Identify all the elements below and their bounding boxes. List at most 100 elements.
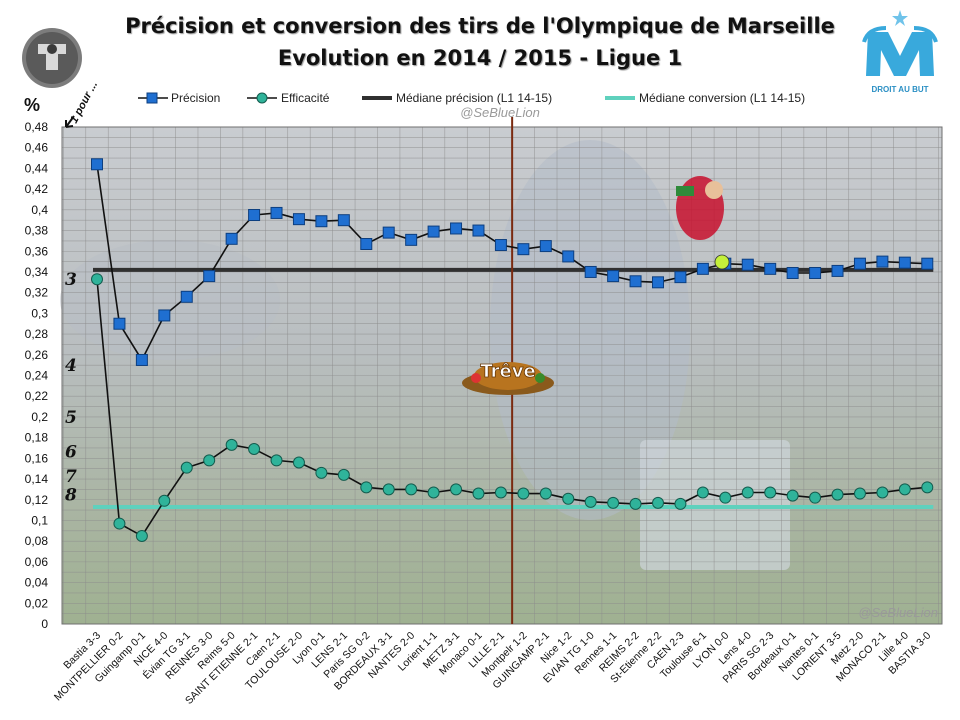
y-tick-label: 0,16 bbox=[25, 451, 49, 465]
efficacite-point bbox=[539, 487, 552, 500]
y-tick-label: 0,02 bbox=[25, 596, 49, 610]
y-tick-label: 0,2 bbox=[31, 410, 48, 424]
efficacite-point bbox=[248, 443, 261, 456]
precision-point bbox=[382, 226, 395, 239]
y-tick-label: 0,18 bbox=[25, 431, 49, 445]
efficacite-point bbox=[315, 466, 328, 479]
y-tick-label: 0,46 bbox=[25, 141, 49, 155]
efficacite-point bbox=[921, 481, 934, 494]
efficacite-point bbox=[472, 487, 485, 500]
efficacite-point bbox=[450, 483, 463, 496]
efficacite-point bbox=[876, 486, 889, 499]
legend-median-conversion-label: Médiane conversion (L1 14-15) bbox=[639, 91, 805, 105]
chart-title-line2: Evolution en 2014 / 2015 - Ligue 1 bbox=[277, 46, 683, 70]
precision-point bbox=[831, 264, 844, 277]
efficacite-point bbox=[337, 468, 350, 481]
y-tick-label: 0,06 bbox=[25, 555, 49, 569]
efficacite-point bbox=[562, 492, 575, 505]
efficacite-point bbox=[831, 488, 844, 501]
break-badge: Trêve bbox=[462, 361, 554, 395]
efficacite-point bbox=[203, 454, 216, 467]
precision-point bbox=[91, 158, 103, 171]
y-tick-label: 0,44 bbox=[25, 161, 49, 175]
efficacite-point bbox=[360, 481, 373, 494]
precision-point bbox=[539, 240, 552, 253]
efficacite-point bbox=[494, 486, 507, 499]
precision-point bbox=[652, 276, 664, 289]
precision-point bbox=[337, 214, 350, 227]
precision-point bbox=[225, 232, 238, 245]
precision-point bbox=[472, 224, 485, 237]
y-tick-label: 0,1 bbox=[31, 513, 48, 527]
chart-title-line1: Précision et conversion des tirs de l'Ol… bbox=[125, 14, 835, 38]
efficacite-point bbox=[853, 487, 866, 500]
precision-point bbox=[248, 209, 261, 222]
y-tick-label: 0,24 bbox=[25, 369, 49, 383]
precision-point bbox=[180, 290, 193, 303]
efficacite-point bbox=[427, 486, 440, 499]
efficacite-point bbox=[91, 273, 103, 286]
precision-point bbox=[405, 233, 418, 246]
efficacite-point bbox=[292, 456, 305, 469]
legend-efficacite-label: Efficacité bbox=[281, 91, 330, 105]
efficacite-point bbox=[764, 486, 777, 499]
y-tick-label: 0,08 bbox=[25, 534, 49, 548]
legend-precision-label: Précision bbox=[171, 91, 220, 105]
watermark-bottom: @SeBlueLion bbox=[858, 605, 938, 620]
legend-precision-marker bbox=[146, 92, 158, 104]
club-logo-caption: DROIT AU BUT bbox=[871, 85, 928, 94]
precision-point bbox=[607, 270, 620, 283]
precision-point bbox=[450, 222, 463, 235]
efficacite-point bbox=[517, 487, 530, 500]
efficacite-point bbox=[382, 483, 395, 496]
watermark-top: @SeBlueLion bbox=[460, 105, 540, 120]
precision-point bbox=[517, 243, 530, 256]
ratio-label: 4 bbox=[65, 356, 77, 376]
efficacite-point bbox=[786, 489, 799, 502]
y-tick-label: 0 bbox=[41, 617, 48, 631]
efficacite-point bbox=[584, 495, 597, 508]
efficacite-point bbox=[180, 461, 193, 474]
legend-efficacite-marker bbox=[256, 92, 268, 104]
y-tick-label: 0,36 bbox=[25, 244, 49, 258]
ratio-label: 5 bbox=[65, 408, 77, 428]
efficacite-point bbox=[652, 496, 664, 509]
y-tick-label: 0,22 bbox=[25, 389, 49, 403]
precision-point bbox=[741, 258, 754, 271]
y-unit-label: % bbox=[24, 95, 40, 115]
precision-point bbox=[584, 265, 597, 278]
ratio-labels: 3 4 5 6 78 bbox=[64, 270, 77, 506]
efficacite-point bbox=[225, 438, 238, 451]
y-tick-label: 0,48 bbox=[25, 120, 49, 134]
efficacite-point bbox=[270, 454, 283, 467]
y-tick-label: 0,4 bbox=[31, 203, 48, 217]
y-tick-label: 0,42 bbox=[25, 182, 49, 196]
y-axis-ticks: 0 0,02 0,04 0,06 0,08 0,1 0,12 0,14 0,16 0,18 0,2 0… bbox=[25, 120, 49, 631]
ratio-label: 6 bbox=[65, 442, 77, 462]
efficacite-point bbox=[607, 496, 620, 509]
efficacite-point bbox=[405, 483, 418, 496]
precision-point bbox=[809, 266, 822, 279]
efficacite-point bbox=[809, 491, 822, 504]
club-logo: DROIT AU BUT bbox=[862, 10, 938, 94]
plot-border bbox=[61, 126, 943, 625]
league-logo bbox=[22, 28, 82, 88]
efficacite-point bbox=[674, 497, 687, 510]
precision-point bbox=[876, 255, 889, 268]
precision-point bbox=[764, 262, 777, 275]
data-series bbox=[91, 158, 934, 542]
precision-point bbox=[674, 271, 687, 284]
efficacite-point bbox=[696, 486, 709, 499]
precision-point bbox=[898, 256, 911, 269]
legend-median-precision-label: Médiane précision (L1 14-15) bbox=[396, 91, 552, 105]
precision-point bbox=[135, 353, 148, 366]
precision-point bbox=[562, 250, 575, 263]
precision-point bbox=[315, 215, 328, 228]
precision-point bbox=[203, 270, 216, 283]
y-tick-label: 0,3 bbox=[31, 306, 48, 320]
efficacite-point bbox=[898, 483, 911, 496]
precision-point bbox=[113, 317, 126, 330]
